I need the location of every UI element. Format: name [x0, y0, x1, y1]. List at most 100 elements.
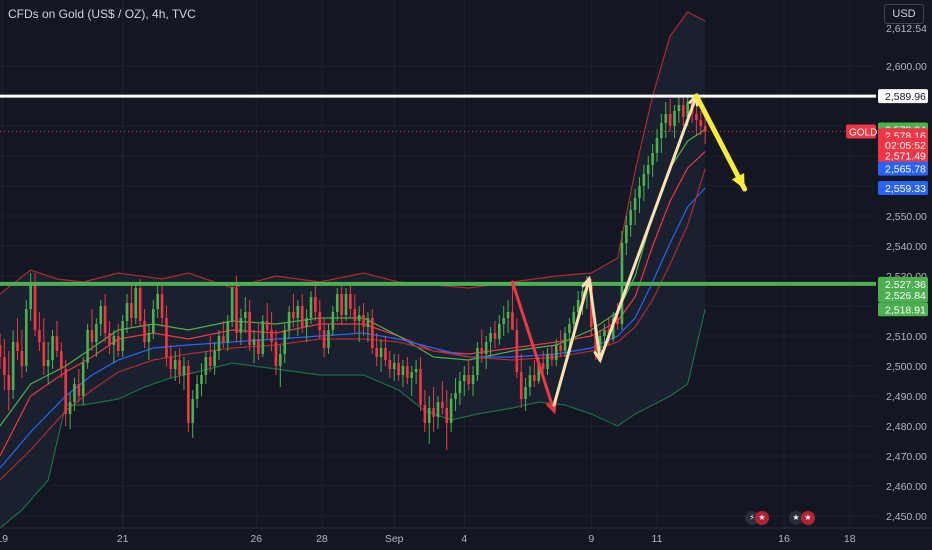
x-tick-label: 18 [844, 533, 856, 545]
candle-body [24, 309, 28, 366]
candle-body [292, 312, 295, 318]
candle-body [379, 348, 383, 357]
candle-body [0, 345, 2, 357]
candle-body [537, 363, 541, 381]
candle-body [686, 102, 689, 117]
x-tick-label: 28 [316, 533, 328, 545]
candle-body [611, 318, 615, 339]
candle-body [493, 333, 497, 339]
candle-body [108, 333, 111, 345]
candle-body [695, 114, 698, 120]
candle-body [646, 165, 650, 174]
candle-body [362, 315, 365, 327]
indicator-bb_outer_upper [0, 11, 706, 295]
candle-body [370, 318, 374, 348]
time-axis-bg [0, 528, 932, 550]
candle-body [99, 306, 103, 324]
candle-body [182, 366, 186, 375]
candle-body [467, 375, 470, 384]
candle-body [270, 330, 273, 342]
y-tick-label: 2,470.00 [886, 451, 927, 463]
x-tick-label: 21 [117, 533, 129, 545]
candle-body [11, 342, 15, 390]
price-axis[interactable]: 2,450.00 2,460.00 2,470.00 2,480.00 2,490.00… [846, 0, 932, 550]
candle-body [64, 369, 68, 414]
candle-body [489, 333, 492, 342]
y-tick-label: 2,550.00 [886, 211, 927, 223]
y-tick-label: 2,500.00 [886, 361, 927, 373]
candle-body [480, 348, 484, 354]
grid [0, 0, 876, 528]
candle-body [616, 318, 619, 324]
candle-body [160, 294, 164, 318]
candle-body [230, 288, 234, 321]
candle-body [388, 360, 392, 369]
candle-body [252, 339, 256, 345]
us-flag-icon[interactable]: ★ [755, 511, 769, 525]
candle-body [73, 384, 76, 402]
us-flag-icon[interactable]: ★ [801, 511, 815, 525]
y-tick-label: 2,450.00 [886, 511, 927, 523]
candle-body [598, 336, 602, 351]
candle-body [554, 345, 558, 360]
candle-body [248, 312, 251, 345]
candle-body [327, 330, 330, 348]
candle-body [86, 330, 89, 363]
candle-body [397, 363, 400, 375]
peach-up-leg-2 [598, 94, 698, 362]
price-label-bg [878, 89, 928, 104]
candle-body [638, 186, 641, 198]
candle-body [576, 300, 580, 312]
candle-body [95, 324, 98, 342]
candle-body [384, 348, 387, 360]
time-axis[interactable]: 19 21 26 28 Sep 4 9 11 16 18 [0, 527, 932, 550]
candle-body [130, 303, 133, 318]
y-tick-label: 2,460.00 [886, 481, 927, 493]
candle-body [213, 351, 216, 366]
peach-up-leg-1 [552, 277, 591, 407]
x-tick-label: Sep [385, 533, 404, 545]
price-label-bg [878, 181, 928, 196]
candle-body [200, 375, 203, 384]
candle-body [33, 282, 37, 330]
candle-body [572, 312, 576, 324]
currency-button[interactable]: USD [884, 4, 924, 24]
candle-body [498, 324, 501, 339]
y-top-label: 2,612.54 [886, 23, 927, 35]
candle-body [165, 318, 168, 357]
bollinger-bands [0, 11, 706, 529]
candle-body [187, 366, 190, 423]
yellow-projection-arrow-head [731, 173, 745, 189]
candle-body [603, 330, 606, 336]
candle-body [29, 282, 32, 309]
candle-body [147, 333, 151, 342]
candle-body [515, 330, 519, 372]
candle-body [594, 327, 597, 351]
candle-body [703, 126, 707, 132]
candle-body [484, 342, 488, 354]
candle-body [243, 312, 247, 318]
price-label-bg [878, 288, 928, 303]
candle-body [265, 321, 269, 330]
symbol-label: GOLD [849, 128, 877, 139]
candle-body [528, 375, 532, 387]
candle-body [279, 354, 282, 366]
candle-body [357, 315, 361, 321]
x-tick-label: 16 [778, 533, 790, 545]
us-flag-icon[interactable]: ★ [789, 511, 803, 525]
candle-body [410, 372, 414, 378]
indicator-ma_blue [0, 187, 706, 469]
yellow-projection-arrow [693, 93, 748, 192]
candle-body [462, 375, 466, 381]
candle-body [38, 330, 41, 342]
candle-body [239, 318, 243, 333]
candle-body [458, 381, 462, 393]
drawings [510, 92, 748, 415]
y-tick-label: 2,490.00 [886, 391, 927, 403]
candle-body [476, 348, 479, 375]
price-label-bg [878, 302, 928, 317]
price-label-bg [878, 161, 928, 176]
candle-body [642, 174, 646, 186]
candle-body [90, 330, 94, 342]
